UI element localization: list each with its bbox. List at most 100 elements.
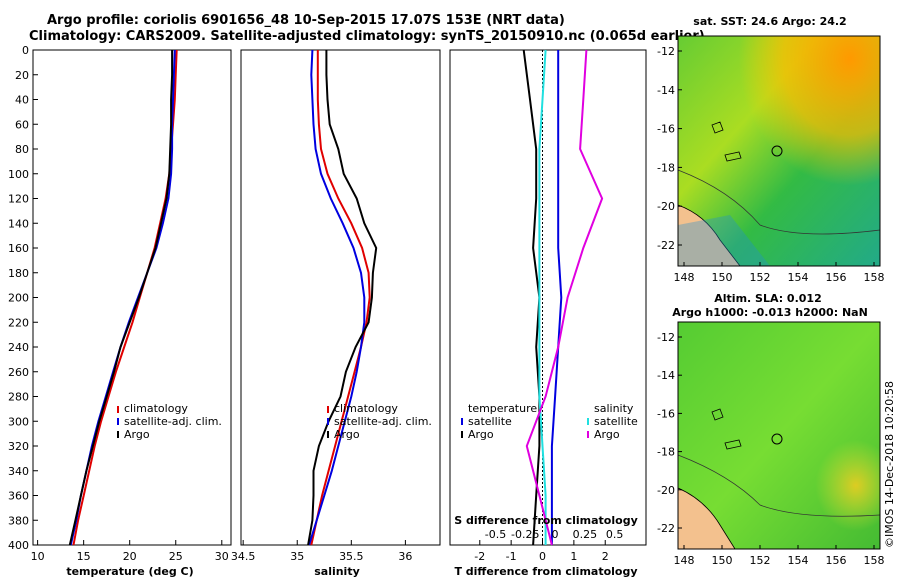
x-tick-label: 25	[169, 550, 183, 563]
depth-tick-label: 400	[8, 539, 29, 552]
salinity-panel: 34.5 35 35.5 36 climatology satellite-adj. …	[231, 49, 441, 578]
depth-tick-label: 60	[15, 118, 29, 131]
depth-tick-label: 360	[8, 490, 29, 503]
map-x-tick-label: 154	[788, 271, 809, 284]
map-y-tick-label: -22	[657, 522, 675, 535]
sst-map-land	[677, 204, 741, 267]
x-tick-label: 30	[215, 550, 229, 563]
map-x-tick-label: 152	[750, 554, 771, 567]
header-line2: Climatology: CARS2009. Satellite-adjuste…	[29, 29, 705, 44]
difference-top-label: S difference from climatology	[454, 514, 638, 527]
sla-map-reefs	[711, 408, 742, 450]
sst-map-reefs	[711, 121, 742, 162]
series-climatology	[310, 50, 371, 546]
map-x-tick-label: 150	[712, 271, 733, 284]
depth-tick-label: 180	[8, 267, 29, 280]
depth-tick-label: 200	[8, 292, 29, 305]
salinity-x-axis: 34.5 35 35.5 36	[231, 540, 412, 563]
temperature-x-axis: 10 15 20 25 30	[31, 540, 229, 563]
depth-tick-label: 320	[8, 440, 29, 453]
depth-tick-label: 80	[15, 143, 29, 156]
series-salinity-argo	[525, 49, 604, 546]
map-y-tick-label: -20	[657, 484, 675, 497]
map-x-tick-label: 148	[674, 554, 695, 567]
legend-label-climatology: climatology	[124, 402, 188, 415]
sla-map-panel: Altim. SLA: 0.012 Argo h1000: -0.013 h20…	[657, 292, 884, 567]
x-tick-label: 15	[77, 550, 91, 563]
legend-label-satellite: satellite-adj. clim.	[124, 415, 222, 428]
sla-map-subtitle: Argo h1000: -0.013 h2000: NaN	[672, 306, 868, 319]
difference-legend: temperature satellite Argo salinity sate…	[461, 402, 638, 441]
sst-map-axes: 148 150 152 154 156 158 -12 -14 -16 -18 -20 -22	[657, 45, 884, 284]
sla-map-high-anomaly	[678, 322, 880, 549]
x-tick-label: 10	[31, 550, 45, 563]
depth-tick-label: 140	[8, 217, 29, 230]
map-y-tick-label: -22	[657, 239, 675, 252]
salinity-x-label: salinity	[314, 565, 360, 578]
map-x-tick-label: 154	[788, 554, 809, 567]
sla-map-frame	[677, 321, 881, 550]
depth-tick-label: 120	[8, 193, 29, 206]
salinity-plot-frame	[240, 49, 441, 546]
x-tick-label: 35	[290, 550, 304, 563]
map-y-tick-label: -12	[657, 45, 675, 58]
x-tick-label: -2	[474, 550, 485, 563]
depth-tick-label: 300	[8, 415, 29, 428]
sla-map-land	[677, 487, 736, 550]
sla-map-title: Altim. SLA: 0.012	[714, 292, 821, 305]
map-x-tick-label: 150	[712, 554, 733, 567]
map-y-tick-label: -14	[657, 369, 675, 382]
legend-label-sal-satellite: satellite	[594, 415, 638, 428]
series-satellite-adj-clim-	[308, 49, 366, 546]
legend-label-argo: Argo	[124, 428, 150, 441]
difference-x-label: T difference from climatology	[454, 565, 637, 578]
depth-tick-label: 380	[8, 514, 29, 527]
salinity-difference-tick-label: -0.25	[511, 528, 539, 541]
difference-panel: -2 -1 0 1 2 temperature satellite Argo salin…	[449, 49, 647, 578]
difference-salinity-scale: -0.5 -0.25 0 0.25 0.5	[485, 528, 624, 541]
temperature-series	[68, 49, 178, 546]
legend-label-sal-argo: Argo	[594, 428, 620, 441]
series-argo	[307, 50, 378, 546]
depth-tick-label: 0	[22, 44, 29, 57]
x-tick-label: 0	[539, 550, 546, 563]
series-argo	[68, 50, 174, 546]
copyright-stamp: ©IMOS 14-Dec-2018 10:20:58	[883, 381, 896, 548]
legend-label-argo: Argo	[334, 428, 360, 441]
x-tick-label: 2	[602, 550, 609, 563]
temperature-plot-frame	[32, 49, 232, 546]
sla-map-axes: 148 150 152 154 156 158 -12 -14 -16 -18 -20 -22	[657, 331, 884, 567]
salinity-difference-tick-label: -0.5	[485, 528, 506, 541]
temperature-y-axis: 0 20 40 60 80 100 120 140 160 180 200 220 240 260 280 3…	[8, 44, 38, 552]
sla-map-contour	[677, 454, 881, 517]
map-x-tick-label: 156	[826, 271, 847, 284]
legend-label-satellite: satellite-adj. clim.	[334, 415, 432, 428]
salinity-difference-tick-label: 0.5	[606, 528, 624, 541]
depth-tick-label: 220	[8, 316, 29, 329]
map-y-tick-label: -18	[657, 446, 675, 459]
temperature-x-label: temperature (deg C)	[66, 565, 193, 578]
map-x-tick-label: 158	[864, 554, 885, 567]
salinity-difference-tick-label: 0	[552, 528, 559, 541]
map-y-tick-label: -16	[657, 407, 675, 420]
depth-tick-label: 240	[8, 341, 29, 354]
legend-title-salinity: salinity	[594, 402, 634, 415]
salinity-series	[307, 49, 378, 546]
x-tick-label: 34.5	[231, 550, 256, 563]
depth-tick-label: 100	[8, 168, 29, 181]
depth-tick-label: 280	[8, 391, 29, 404]
salinity-legend: climatology satellite-adj. clim. Argo	[327, 402, 432, 441]
sst-map-contour	[677, 169, 881, 235]
sst-map-cool-region	[678, 215, 770, 266]
x-tick-label: 35.5	[339, 550, 364, 563]
map-y-tick-label: -14	[657, 84, 675, 97]
legend-title-temperature: temperature	[468, 402, 537, 415]
difference-plot-frame	[449, 49, 647, 546]
depth-tick-label: 260	[8, 366, 29, 379]
sla-map-argo-position	[771, 433, 783, 445]
header-line1: Argo profile: coriolis 6901656_48 10-Sep…	[47, 13, 565, 28]
map-y-tick-label: -20	[657, 200, 675, 213]
legend-label-temp-argo: Argo	[468, 428, 494, 441]
map-x-tick-label: 148	[674, 271, 695, 284]
